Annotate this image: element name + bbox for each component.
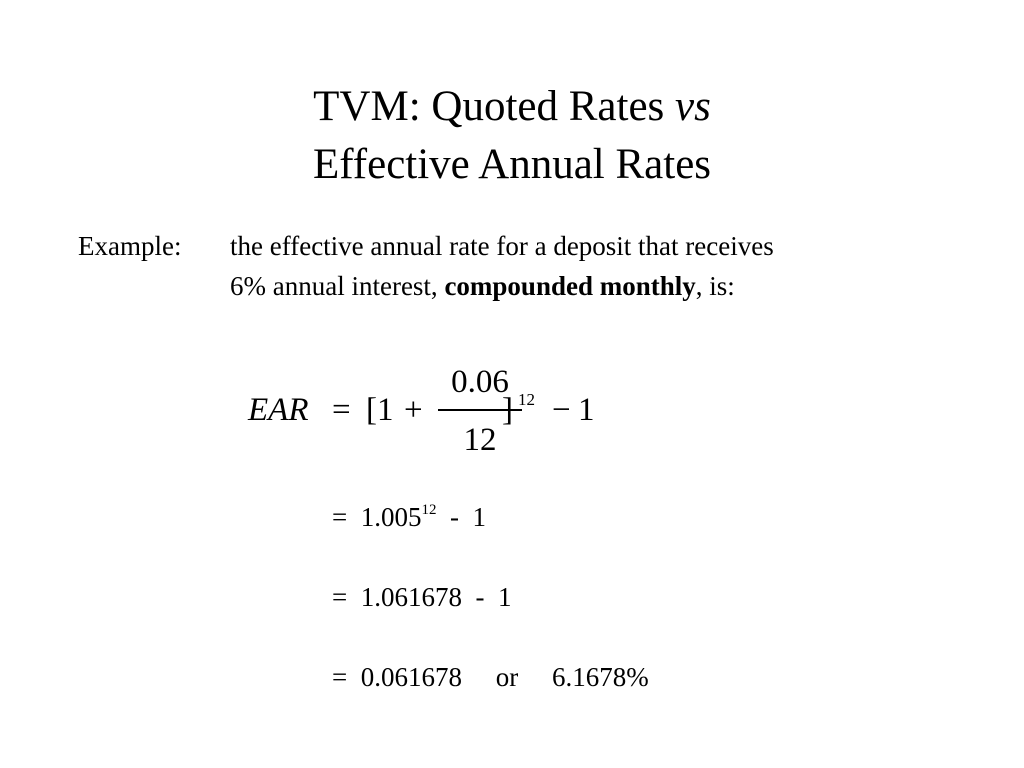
title-line-2: Effective Annual Rates bbox=[312, 141, 712, 188]
step-1-suffix: - 1 bbox=[436, 502, 486, 532]
title-prefix: TVM: Quoted Rates bbox=[313, 83, 676, 130]
formula-close-bracket: ] bbox=[502, 392, 513, 428]
formula-equals: = bbox=[332, 392, 351, 428]
step-line-3: = 0.061678 or 6.1678% bbox=[332, 662, 649, 692]
example-text-suffix: , is: bbox=[695, 271, 735, 301]
step-1-prefix: = 1.005 bbox=[332, 502, 422, 532]
title-vs: vs bbox=[675, 83, 711, 130]
example-text-prefix: 6% annual interest, bbox=[230, 271, 445, 301]
compounded-monthly-text: compounded monthly bbox=[444, 271, 696, 301]
fraction-bar bbox=[438, 409, 522, 411]
formula-open-bracket: [1 bbox=[366, 392, 394, 428]
formula-exponent: 12 bbox=[518, 390, 535, 409]
example-text-line-1: the effective annual rate for a deposit … bbox=[230, 231, 774, 261]
example-text: the effective annual rate for a deposit … bbox=[230, 226, 950, 306]
slide-title: TVM: Quoted Rates vs Effective Annual Ra… bbox=[0, 78, 1024, 194]
formula-numerator: 0.06 bbox=[451, 364, 509, 400]
formula-minus: − bbox=[552, 392, 571, 428]
formula-denominator: 12 bbox=[463, 422, 497, 458]
step-line-2: = 1.061678 - 1 bbox=[332, 582, 512, 612]
formula-one: 1 bbox=[578, 392, 595, 428]
formula-lhs: EAR bbox=[248, 392, 309, 428]
example-text-line-2: 6% annual interest, compounded monthly, … bbox=[230, 266, 950, 306]
step-1-exponent: 12 bbox=[421, 502, 437, 518]
step-line-1: = 1.00512 - 1 bbox=[332, 502, 486, 533]
example-label: Example: bbox=[78, 231, 182, 261]
title-line-1: TVM: Quoted Rates vs bbox=[0, 78, 1024, 136]
formula-plus: + bbox=[404, 392, 423, 428]
